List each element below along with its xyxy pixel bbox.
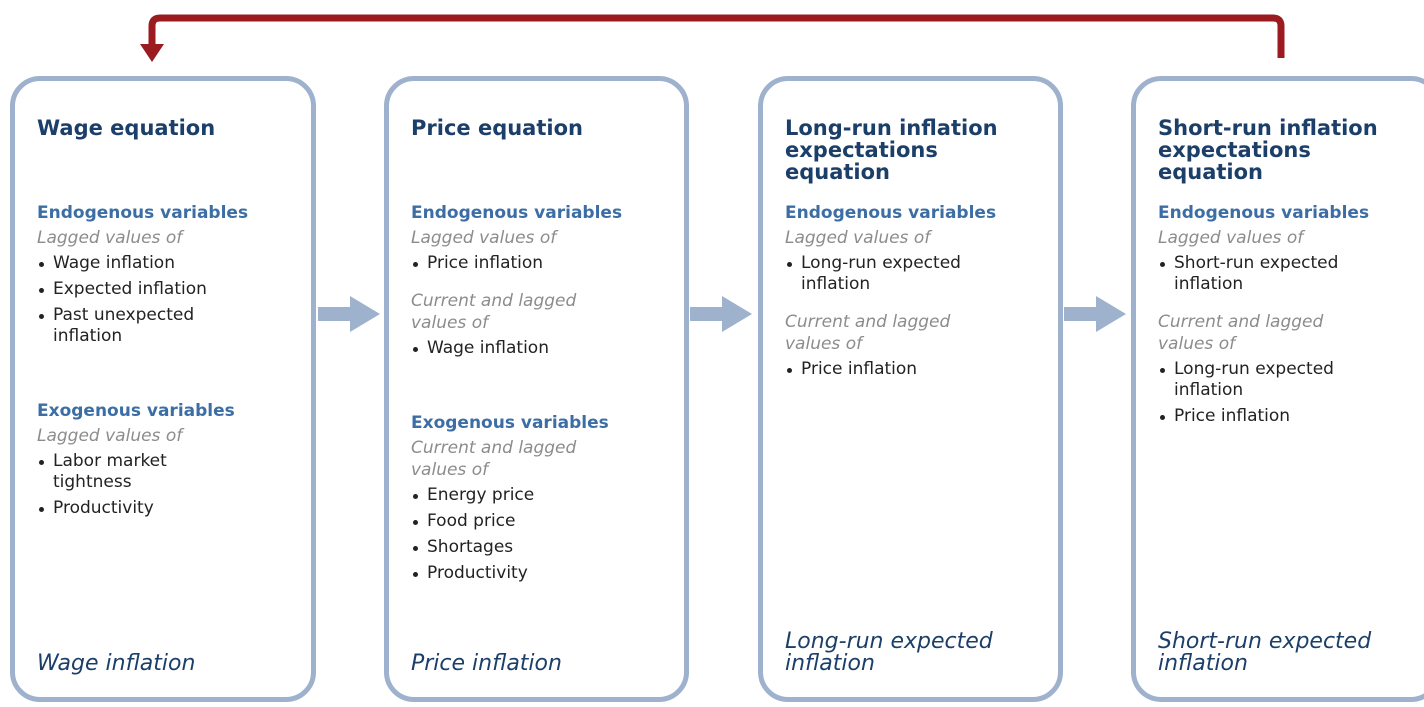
variable-group: Lagged values of Labor market tightness Pr… xyxy=(37,425,287,519)
equation-box: Price equation Endogenous variables Lagged… xyxy=(384,76,689,702)
item-list: Labor market tightness Productivity xyxy=(37,451,287,519)
group-label: Current and lagged values of xyxy=(411,438,577,480)
list-item: Price inflation xyxy=(785,359,991,380)
box-title: Long-run inflation expectations equation xyxy=(785,116,998,184)
item-list: Wage inflation xyxy=(411,338,661,359)
section-heading: Endogenous variables xyxy=(37,203,249,223)
variable-group: Lagged values of Long-run expected inflat… xyxy=(785,227,1035,295)
group-label: Current and lagged values of xyxy=(1158,312,1324,354)
list-item: Long-run expected inflation xyxy=(785,253,991,295)
flow-arrow xyxy=(690,296,752,332)
group-label: Current and lagged values of xyxy=(411,291,577,333)
list-item: Wage inflation xyxy=(411,338,617,359)
variable-section: Endogenous variables Lagged values of Wage… xyxy=(37,201,287,347)
box-output: Short-run expected inflation xyxy=(1158,629,1372,676)
list-item: Price inflation xyxy=(1158,406,1364,427)
item-list: Price inflation xyxy=(411,253,661,274)
item-list: Price inflation xyxy=(785,359,1035,380)
box-title: Price equation xyxy=(411,116,583,140)
equation-box: Short-run inflation expectations equatio… xyxy=(1131,76,1424,702)
section-heading: Endogenous variables xyxy=(411,203,623,223)
group-label: Lagged values of xyxy=(411,228,557,248)
section-heading: Endogenous variables xyxy=(785,203,997,223)
list-item: Energy price xyxy=(411,485,617,506)
box-output: Price inflation xyxy=(411,651,562,676)
list-item: Labor market tightness xyxy=(37,451,243,493)
item-list: Short-run expected inflation xyxy=(1158,253,1408,295)
variable-group: Lagged values of Price inflation xyxy=(411,227,661,274)
box-content: Price equation Endogenous variables Lagged… xyxy=(411,117,661,589)
variable-section: Exogenous variables Lagged values of Labor… xyxy=(37,399,287,519)
group-label: Lagged values of xyxy=(1158,228,1304,248)
list-item: Wage inflation xyxy=(37,253,243,274)
group-label: Current and lagged values of xyxy=(785,312,951,354)
variable-group: Current and lagged values of Energy price… xyxy=(411,437,661,584)
variable-section: Endogenous variables Lagged values of Shor… xyxy=(1158,201,1408,427)
feedback-arrow xyxy=(148,14,1285,58)
list-item: Shortages xyxy=(411,537,617,558)
item-list: Wage inflation Expected inflation Past une… xyxy=(37,253,287,347)
box-content: Short-run inflation expectations equatio… xyxy=(1158,117,1408,432)
group-label: Lagged values of xyxy=(37,228,183,248)
item-list: Long-run expected inflation Price inflati… xyxy=(1158,359,1408,427)
list-item: Short-run expected inflation xyxy=(1158,253,1364,295)
box-title: Short-run inflation expectations equatio… xyxy=(1158,116,1378,184)
equation-box: Wage equation Endogenous variables Lagged … xyxy=(10,76,316,702)
box-output: Long-run expected inflation xyxy=(785,629,993,676)
box-output: Wage inflation xyxy=(37,651,196,676)
variable-group: Current and lagged values of Long-run exp… xyxy=(1158,311,1408,427)
variable-group: Current and lagged values of Price inflat… xyxy=(785,311,1035,380)
item-list: Energy price Food price Shortages Productiv… xyxy=(411,485,661,584)
section-heading: Endogenous variables xyxy=(1158,203,1370,223)
equation-box: Long-run inflation expectations equation… xyxy=(758,76,1063,702)
box-title: Wage equation xyxy=(37,116,216,140)
variable-group: Lagged values of Short-run expected infla… xyxy=(1158,227,1408,295)
feedback-arrowhead xyxy=(140,44,164,62)
group-label: Lagged values of xyxy=(785,228,931,248)
box-content: Long-run inflation expectations equation… xyxy=(785,117,1035,385)
variable-group: Lagged values of Wage inflation Expected i… xyxy=(37,227,287,347)
list-item: Past unexpected inflation xyxy=(37,305,243,347)
item-list: Long-run expected inflation xyxy=(785,253,1035,295)
variable-section: Endogenous variables Lagged values of Pric… xyxy=(411,201,661,359)
flow-arrow xyxy=(318,296,380,332)
variable-section: Endogenous variables Lagged values of Long… xyxy=(785,201,1035,380)
list-item: Productivity xyxy=(37,498,243,519)
section-heading: Exogenous variables xyxy=(411,413,609,433)
list-item: Long-run expected inflation xyxy=(1158,359,1364,401)
variable-section: Exogenous variables Current and lagged va… xyxy=(411,411,661,584)
box-content: Wage equation Endogenous variables Lagged … xyxy=(37,117,287,524)
flow-arrow xyxy=(1064,296,1126,332)
flow-arrows xyxy=(318,296,1126,332)
section-heading: Exogenous variables xyxy=(37,401,235,421)
group-label: Lagged values of xyxy=(37,426,183,446)
list-item: Food price xyxy=(411,511,617,532)
list-item: Price inflation xyxy=(411,253,617,274)
variable-group: Current and lagged values of Wage inflati… xyxy=(411,290,661,359)
list-item: Productivity xyxy=(411,563,617,584)
list-item: Expected inflation xyxy=(37,279,243,300)
